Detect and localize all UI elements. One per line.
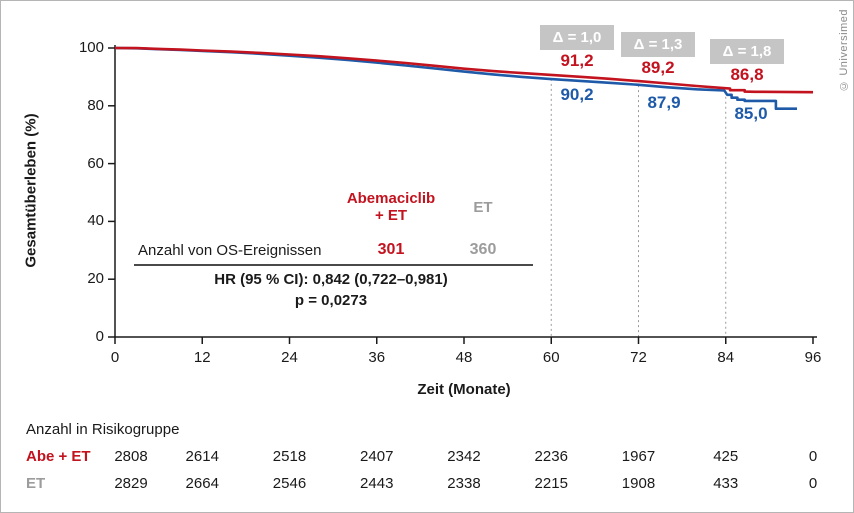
x-tick-label: 84 xyxy=(717,349,735,366)
y-tick-label: 100 xyxy=(78,39,104,56)
risk-value: 425 xyxy=(713,448,739,465)
risk-value: 433 xyxy=(713,475,739,492)
axes xyxy=(108,45,817,344)
x-tick-label: 12 xyxy=(193,349,211,366)
risk-value: 2614 xyxy=(185,448,219,465)
os-events-label: Anzahl von OS-Ereignissen xyxy=(138,242,322,259)
legend-arm-et: ET xyxy=(473,199,493,216)
x-tick-label: 36 xyxy=(368,349,386,366)
risk-value: 1967 xyxy=(621,448,656,465)
risk-value: 1908 xyxy=(621,475,656,492)
risk-value: 2518 xyxy=(272,448,307,465)
risk-value: 2338 xyxy=(447,475,481,492)
os-events-et: 360 xyxy=(469,241,497,258)
annotation-value-et: 85,0 xyxy=(734,104,768,123)
y-tick-label: 0 xyxy=(95,328,104,345)
risk-value: 2808 xyxy=(114,448,148,465)
x-tick-label: 60 xyxy=(542,349,560,366)
risk-value: 2215 xyxy=(534,475,568,492)
annotation-value-abemaciclib: 89,2 xyxy=(641,58,675,77)
risk-value: 2342 xyxy=(447,448,481,465)
annotation-value-abemaciclib: 91,2 xyxy=(560,51,594,70)
legend-arm-abemaciclib: Abemaciclib + ET xyxy=(346,190,436,224)
os-events-abemaciclib: 301 xyxy=(377,241,405,258)
hazard-ratio-text: HR (95 % CI): 0,842 (0,722–0,981) xyxy=(214,271,448,288)
risk-value: 2407 xyxy=(360,448,394,465)
risk-value: 2664 xyxy=(185,475,219,492)
x-tick-label: 24 xyxy=(281,349,298,366)
y-tick-label: 20 xyxy=(87,270,104,288)
risk-row-label-abemaciclib: Abe + ET xyxy=(26,448,91,465)
copyright-credit: © Universimed xyxy=(838,9,850,92)
risk-value: 2443 xyxy=(360,475,394,492)
delta-badge: Δ = 1,0 xyxy=(540,25,614,50)
legend-divider-line xyxy=(134,264,533,266)
y-tick-label: 80 xyxy=(87,96,104,114)
y-tick-label: 40 xyxy=(87,212,104,230)
legend-arm-abemaciclib-line2: + ET xyxy=(374,207,408,224)
delta-badge: Δ = 1,3 xyxy=(621,32,695,57)
series-abemaciclib-line xyxy=(114,46,814,94)
x-tick-label: 96 xyxy=(804,349,822,366)
delta-badge: Δ = 1,8 xyxy=(710,39,784,64)
y-tick-label: 60 xyxy=(87,154,104,172)
risk-table-title: Anzahl in Risikogruppe xyxy=(26,421,180,438)
x-tick-label: 72 xyxy=(630,349,647,366)
legend-arm-abemaciclib-line1: Abemaciclib xyxy=(346,190,436,207)
x-axis-label: Zeit (Monate) xyxy=(417,381,511,398)
annotation-value-abemaciclib: 86,8 xyxy=(730,65,764,84)
risk-row-label-et: ET xyxy=(26,475,46,492)
dotted-guides xyxy=(550,78,727,337)
risk-value: 0 xyxy=(808,448,818,465)
x-tick-label: 0 xyxy=(110,349,120,366)
risk-value: 2546 xyxy=(272,475,307,492)
y-axis-label: Gesamtüberleben (%) xyxy=(22,113,40,268)
annotation-value-et: 87,9 xyxy=(647,93,681,112)
annotation-value-et: 90,2 xyxy=(560,85,594,104)
x-tick-label: 48 xyxy=(455,349,473,366)
risk-value: 0 xyxy=(808,475,818,492)
risk-value: 2236 xyxy=(534,448,568,465)
risk-value: 2829 xyxy=(114,475,148,492)
p-value-text: p = 0,0273 xyxy=(294,292,368,309)
